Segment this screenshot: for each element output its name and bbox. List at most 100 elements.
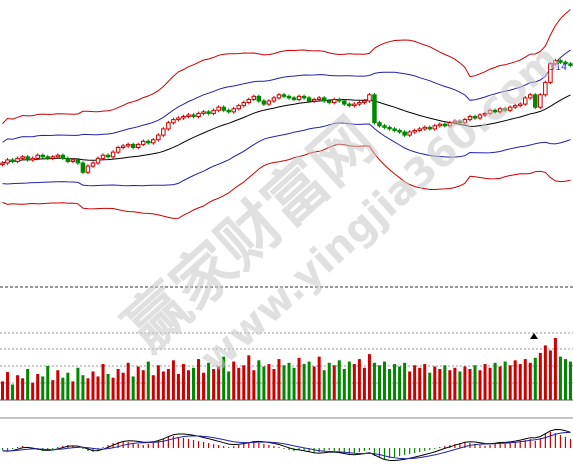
candle-body [452, 120, 458, 124]
macd-bar [303, 448, 305, 451]
volume-bar [11, 384, 15, 400]
macd-bar [157, 441, 159, 448]
macd-bar [484, 446, 486, 448]
candle-body [558, 60, 563, 63]
volume-bar [458, 371, 462, 400]
candle-body [115, 147, 121, 153]
macd-bar [419, 448, 421, 452]
candle-body [65, 157, 71, 162]
candle-body [40, 154, 45, 158]
candle-body [538, 94, 543, 108]
candle-body [477, 114, 483, 119]
bollinger-bands [2, 9, 571, 219]
volume-bar [1, 381, 5, 400]
macd-bar [52, 448, 54, 449]
volume-bar [332, 365, 336, 400]
candle-body [281, 94, 287, 97]
volume-bar [393, 364, 397, 400]
volume-bar [398, 366, 402, 400]
macd-lines [2, 428, 571, 462]
macd-bar [388, 448, 391, 458]
volume-bar [212, 369, 216, 400]
candle-body [457, 120, 463, 124]
macd-bar [172, 436, 175, 448]
macd-bar [122, 441, 124, 448]
candle-body [337, 98, 342, 102]
macd-histogram [1, 432, 572, 459]
candle-body [301, 95, 307, 99]
candle-body [151, 139, 156, 144]
volume-bar [247, 355, 251, 400]
candle-body [140, 140, 146, 145]
volume-bar [523, 359, 527, 400]
candle-body [497, 108, 503, 113]
macd-bar [378, 448, 381, 458]
candle-body [105, 154, 111, 158]
candle-body [387, 126, 392, 130]
candle-body [201, 111, 206, 114]
macd-bar [544, 434, 546, 448]
volume-bar [403, 362, 407, 400]
candle-body [427, 126, 433, 130]
volume-bar [262, 366, 266, 400]
candle-body [216, 106, 221, 111]
volume-bar [443, 365, 447, 400]
macd-bar [559, 435, 562, 448]
volume-bar [197, 359, 201, 400]
volume-bar [26, 369, 30, 400]
macd-bar [11, 448, 14, 449]
volume-bar [377, 365, 381, 400]
volume-bar [307, 361, 311, 400]
candle-body [110, 151, 116, 158]
macd-bar [162, 439, 164, 448]
macd-bar [338, 448, 340, 452]
macd-bar [439, 447, 441, 448]
volume-bar [322, 370, 326, 400]
candle-body [60, 154, 66, 159]
macd-bar [202, 442, 205, 448]
volume-bar [91, 371, 95, 400]
band-outer-upper [2, 9, 571, 124]
volume-bar [31, 382, 35, 400]
volume-bar [131, 376, 135, 400]
volume-bar [312, 366, 316, 400]
macd-bar [258, 443, 260, 448]
candle-body [316, 97, 322, 100]
macd-bar [519, 441, 521, 448]
candle-body [90, 162, 96, 167]
macd-bar [197, 441, 200, 448]
candle-body [10, 159, 15, 162]
macd-bar [298, 448, 300, 450]
volume-bar [161, 371, 165, 400]
macd-bar [142, 445, 144, 448]
volume-bar [171, 360, 175, 400]
candle-body [522, 97, 528, 105]
macd-bar [434, 448, 436, 449]
candle-body [25, 156, 30, 161]
candle-body [236, 105, 242, 110]
volume-bar [438, 369, 442, 400]
volume-bar [186, 370, 190, 400]
macd-bar [228, 447, 230, 448]
volume-bar [166, 369, 170, 400]
volume-bar [96, 376, 100, 400]
volume-bar [126, 362, 130, 400]
volume-bar [297, 357, 301, 400]
macd-bar [57, 447, 59, 448]
volume-bar [66, 372, 70, 400]
candle-body [186, 114, 191, 117]
volume-bar [106, 373, 110, 400]
candle-body [357, 102, 362, 105]
volume-bar [533, 357, 537, 400]
volume-bar [6, 372, 10, 400]
macd-bar [348, 448, 350, 454]
macd-bar [1, 448, 4, 450]
volume-bar [76, 367, 80, 400]
macd-bar [529, 439, 531, 448]
volume-gridlines [0, 332, 573, 384]
macd-bar [213, 444, 215, 448]
candle-body [502, 108, 508, 111]
macd-bar [383, 448, 386, 459]
macd-bar [137, 444, 139, 448]
candle-body [568, 63, 573, 66]
